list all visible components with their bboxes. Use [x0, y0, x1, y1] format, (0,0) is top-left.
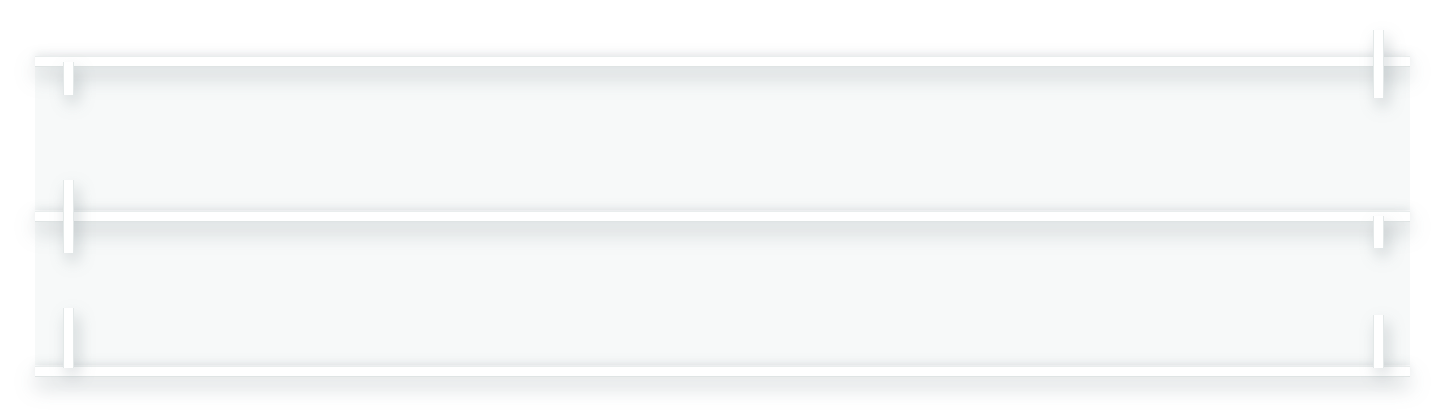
shelf-backdrop-2: [35, 221, 1410, 365]
right-post-3: [1373, 315, 1384, 368]
shelf-bar-bottom: [35, 366, 1410, 377]
shelf-bar-middle: [35, 211, 1410, 222]
right-post-1: [1373, 30, 1384, 98]
right-post-2: [1373, 216, 1384, 248]
left-post-1: [63, 62, 74, 95]
left-post-2: [63, 180, 74, 253]
left-post-3: [63, 308, 74, 368]
shelf-bar-top: [35, 56, 1410, 67]
shelf-backdrop-1: [35, 66, 1410, 210]
